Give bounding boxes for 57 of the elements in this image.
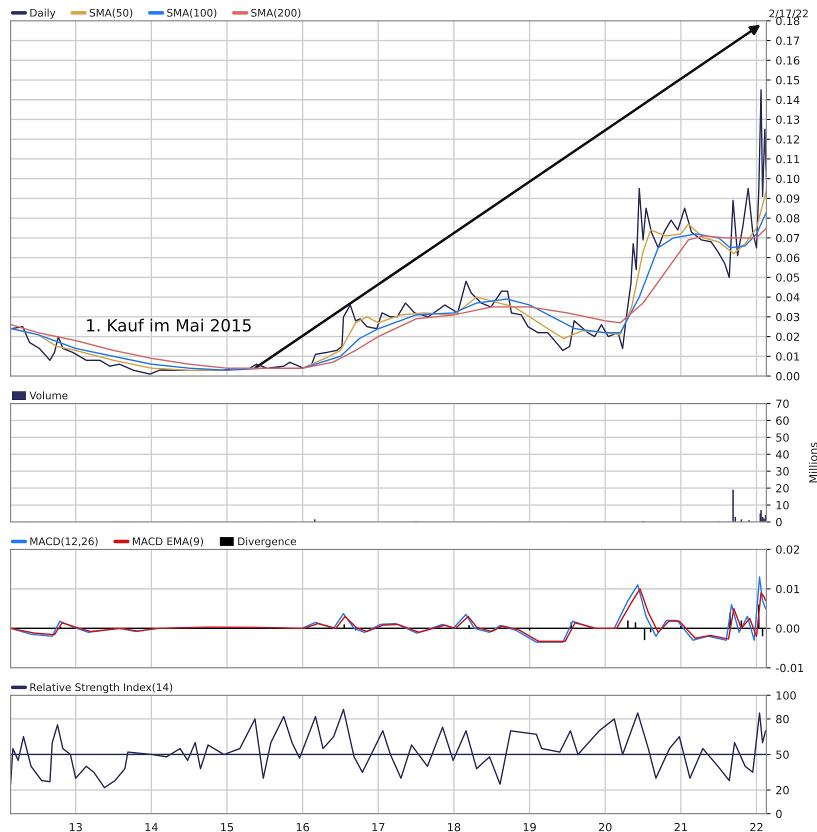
legend-label: Divergence xyxy=(238,537,296,548)
legend-label: MACD EMA(9) xyxy=(132,537,203,547)
y-tick-label: 0.08 xyxy=(776,214,800,223)
y-tick-label: 20 xyxy=(776,786,789,794)
x-tick-label: 15 xyxy=(221,823,234,832)
y-tick-label: 0.02 xyxy=(776,332,799,341)
y-tick-label: 0.07 xyxy=(776,234,800,242)
y-tick-label: 0.01 xyxy=(776,584,800,594)
y-tick-label: 50 xyxy=(776,750,789,759)
y-tick-label: 0.11 xyxy=(776,154,800,164)
y-tick-label: 0.01 xyxy=(776,352,800,361)
y-tick-label: 0.00 xyxy=(776,624,800,633)
y-tick-label: 0.15 xyxy=(776,76,800,84)
y-tick-label: 0.09 xyxy=(776,194,800,203)
legend-label: SMA(100) xyxy=(167,8,216,18)
y-tick-label: 60 xyxy=(776,416,789,425)
legend-label: Relative Strength Index(14) xyxy=(30,683,172,694)
y-tick-label: 0 xyxy=(776,810,782,818)
y-tick-label: 0.06 xyxy=(776,254,800,262)
y-tick-label: 0 xyxy=(776,518,782,526)
y-tick-label: 0.17 xyxy=(776,36,800,45)
x-tick-label: 22 xyxy=(750,822,762,832)
y-tick-label: 40 xyxy=(776,450,789,459)
legend-label: Daily xyxy=(30,8,56,19)
y-tick-label: 50 xyxy=(776,433,789,442)
y-tick-label: 0.13 xyxy=(776,115,800,124)
y-tick-label: 20 xyxy=(776,484,789,492)
annotation: 1. Kauf im Mai 2015 xyxy=(87,318,251,332)
legend-label: SMA(200) xyxy=(251,8,300,18)
x-tick-label: 21 xyxy=(674,822,687,832)
x-tick-label: 18 xyxy=(448,822,460,832)
text: 2/17/22 xyxy=(769,9,808,18)
y-tick-label: 80 xyxy=(776,714,789,724)
y-tick-label: 0.02 xyxy=(776,545,799,554)
y-tick-label: 0.05 xyxy=(776,273,800,282)
y-tick-label: 0.16 xyxy=(776,56,800,65)
legend-label: SMA(50) xyxy=(90,8,132,18)
legend-label: Volume xyxy=(29,391,68,400)
x-tick-label: 16 xyxy=(296,822,309,832)
y-tick-label: 100 xyxy=(776,691,796,700)
y-tick-label: 0.00 xyxy=(776,372,800,380)
y-tick-label: 0.10 xyxy=(776,174,800,184)
x-tick-label: 17 xyxy=(372,823,384,832)
y-tick-label: 10 xyxy=(776,501,789,510)
x-tick-label: 19 xyxy=(524,822,536,832)
y-tick-label: 30 xyxy=(776,467,789,476)
y-tick-label: 0.18 xyxy=(776,16,800,26)
y-tick-label: 0.03 xyxy=(776,312,800,322)
legend-label: MACD(12,26) xyxy=(30,537,98,547)
x-tick-label: 20 xyxy=(598,822,612,832)
x-tick-label: 13 xyxy=(70,822,82,832)
y-tick-label: 70 xyxy=(776,399,789,408)
y-tick-label: 0.04 xyxy=(776,293,800,302)
y-tick-label: 0.12 xyxy=(776,135,799,144)
y-tick-label: 0.14 xyxy=(776,96,800,104)
x-tick-label: 14 xyxy=(145,823,158,832)
y-tick-label: -0.01 xyxy=(776,664,804,672)
